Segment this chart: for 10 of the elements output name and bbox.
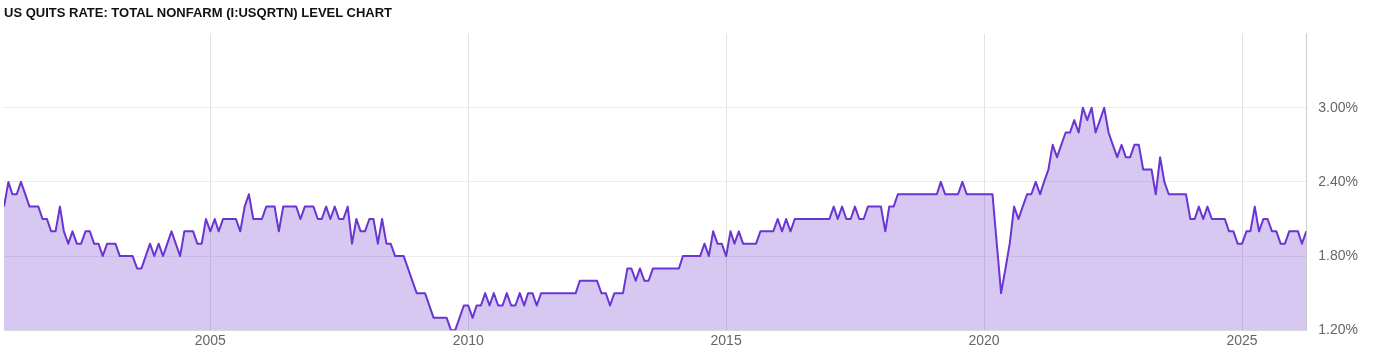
x-tick-label: 2015 (710, 332, 742, 349)
x-tick-label: 2025 (1226, 332, 1258, 349)
chart-title: US QUITS RATE: TOTAL NONFARM (I:USQRTN) LEVEL CHART (4, 5, 393, 21)
x-tick-label: 2005 (194, 332, 227, 349)
y-tick-label: 1.20% (1318, 321, 1359, 338)
y-tick-label: 3.00% (1318, 98, 1359, 115)
x-tick-label: 2020 (968, 332, 1000, 349)
x-tick-label: 2010 (452, 332, 485, 349)
y-tick-label: 2.40% (1318, 172, 1359, 189)
y-tick-label: 1.80% (1318, 246, 1359, 263)
